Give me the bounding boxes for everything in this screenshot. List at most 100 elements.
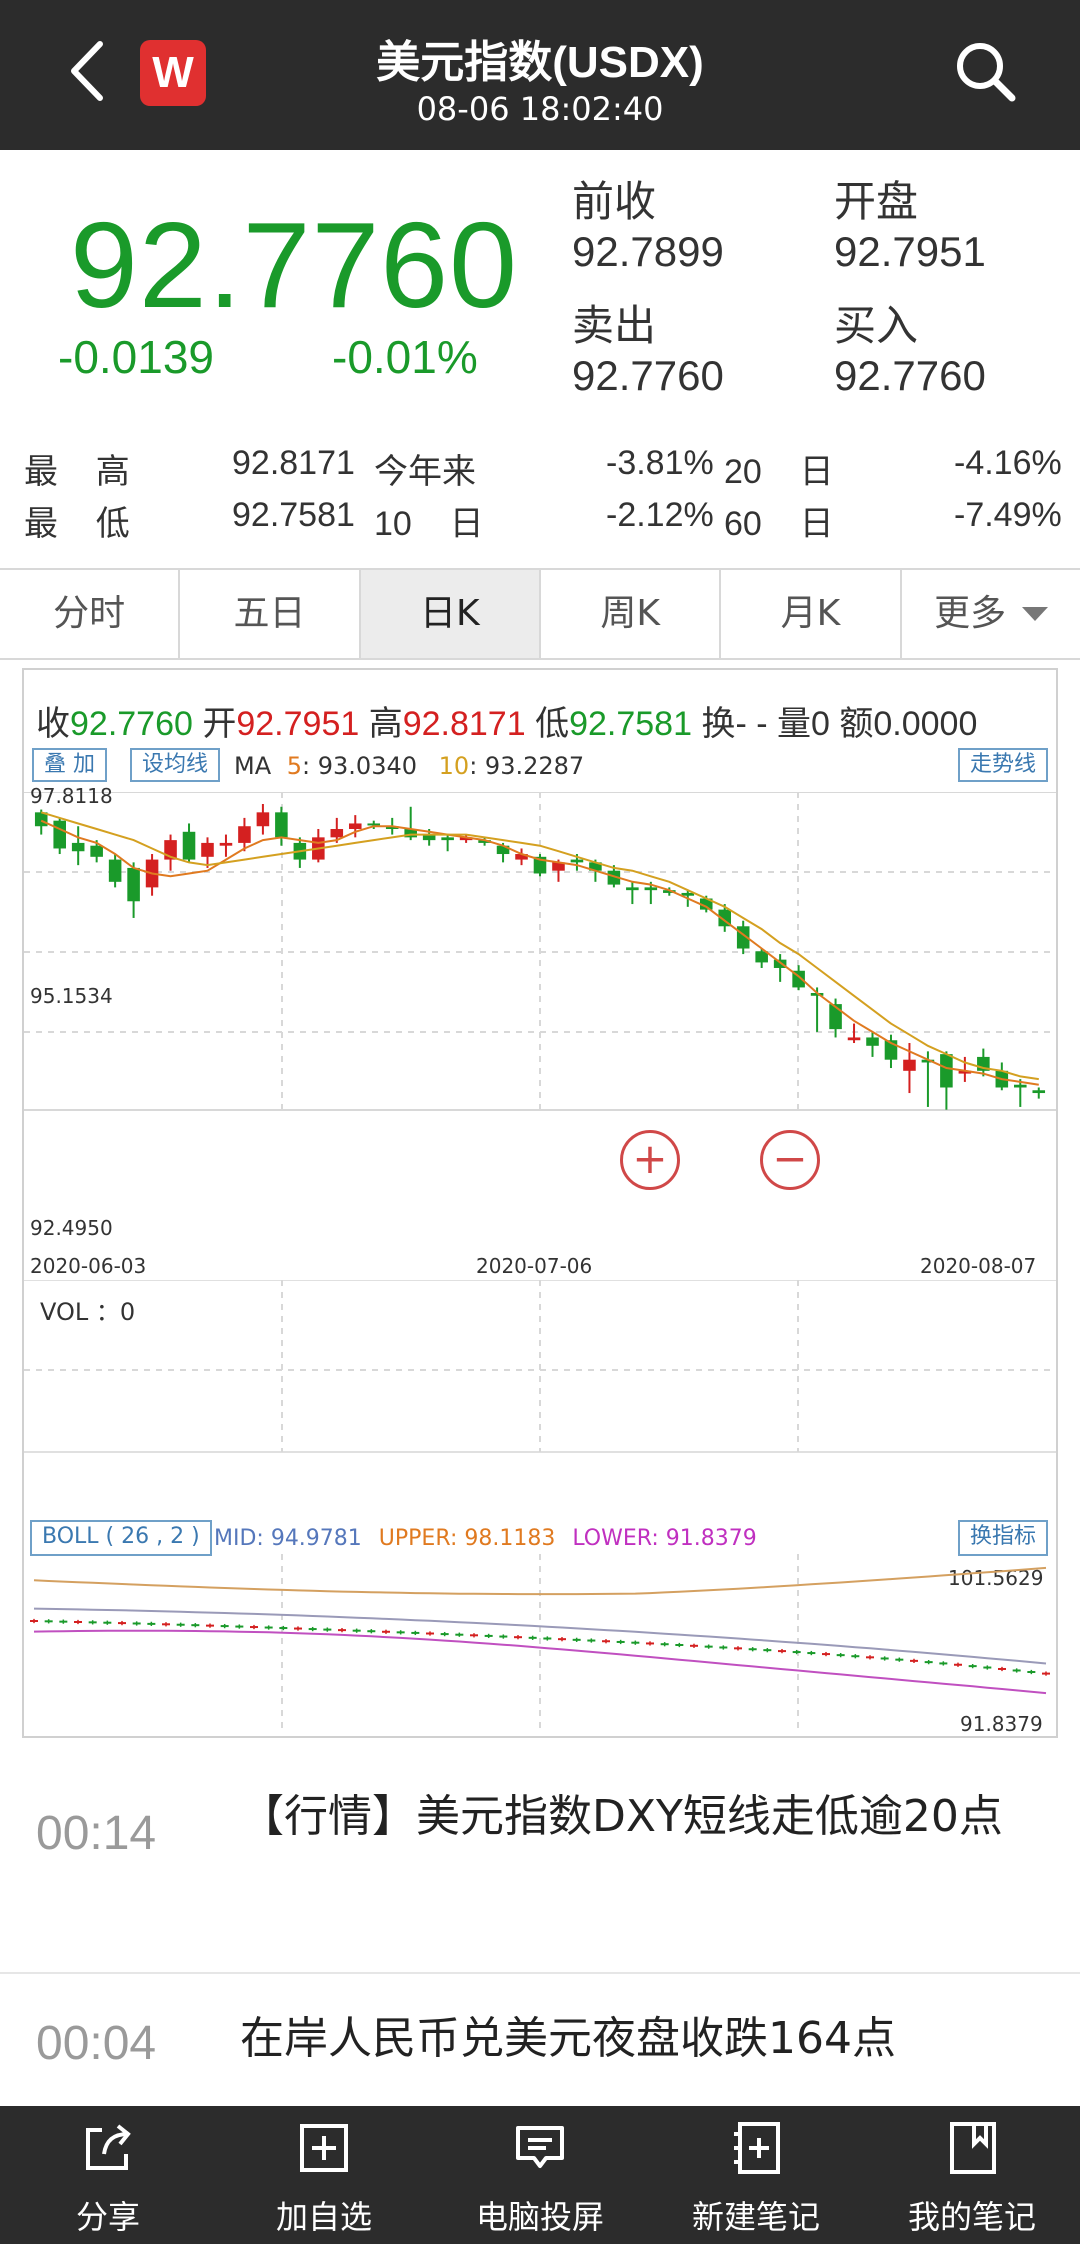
candle-body xyxy=(1032,1090,1046,1094)
candle-body xyxy=(755,951,768,963)
stats-row: 最 高 92.8171 今年来 -3.81% 20 日 -4.16% xyxy=(0,444,1080,494)
boll-chart xyxy=(30,1554,1050,1734)
d10-value: -2.12% xyxy=(606,496,714,534)
x-label-end: 2020-08-07 xyxy=(920,1254,1037,1278)
news-time: 00:14 xyxy=(36,1807,157,1860)
ask-value: 92.7760 xyxy=(572,352,724,400)
low-label: 最 低 xyxy=(24,505,130,543)
low-value: 92.7581 xyxy=(569,705,692,743)
prev-close-cell: 前收 92.7899 xyxy=(572,178,724,276)
d20-label: 20 日 xyxy=(724,453,834,491)
switch-indicator-button[interactable]: 换指标 xyxy=(958,1520,1049,1556)
zoom-in-button[interactable]: + xyxy=(620,1130,680,1190)
ma-label: MA xyxy=(234,752,272,780)
high-label: 最 高 xyxy=(24,453,130,491)
turnover-label: 换 xyxy=(701,705,736,743)
back-button[interactable] xyxy=(60,36,120,106)
kline-chart[interactable] xyxy=(24,792,1056,1122)
candle-body xyxy=(441,837,454,841)
tab-weekly-k[interactable]: 周K xyxy=(541,570,722,658)
candle-body xyxy=(552,862,565,871)
candle-body xyxy=(921,1059,935,1063)
x-label-start: 2020-06-03 xyxy=(30,1254,147,1278)
candle-body xyxy=(275,812,288,838)
ma10-line xyxy=(40,811,1039,1081)
tab-intraday[interactable]: 分时 xyxy=(0,570,181,658)
boll-lower-line xyxy=(33,1629,1047,1695)
candle-body xyxy=(201,842,214,857)
bottom-toolbar: 分享 加自选 电脑投屏 新建笔记 我的笔记 xyxy=(0,2106,1080,2244)
high-value: 92.8171 xyxy=(402,705,526,743)
candle-body xyxy=(330,829,344,838)
tab-more[interactable]: 更多 xyxy=(902,570,1080,658)
my-notes-button[interactable]: 我的笔记 xyxy=(864,2106,1080,2244)
app-logo: W xyxy=(140,40,206,106)
boll-button[interactable]: BOLL ( 26 , 2 ) xyxy=(30,1520,212,1556)
boll-mid: MID: 94.9781 xyxy=(214,1526,362,1551)
search-icon xyxy=(957,43,1016,102)
candle-body xyxy=(238,826,251,843)
candle-body xyxy=(681,892,695,896)
candle-body xyxy=(127,867,140,902)
amount-label: 额 xyxy=(839,705,874,743)
high-value: 92.8171 xyxy=(232,444,355,482)
tab-more-label: 更多 xyxy=(934,593,1007,634)
prev-close-value: 92.7899 xyxy=(572,228,724,276)
price-change: -0.0139 xyxy=(58,331,215,383)
add-watchlist-button[interactable]: 加自选 xyxy=(216,2106,432,2244)
bid-value: 92.7760 xyxy=(834,352,986,400)
stats-row: 最 低 92.7581 10 日 -2.12% 60 日 -7.49% xyxy=(0,496,1080,546)
boll-mid-line xyxy=(33,1607,1047,1665)
bid-cell: 买入 92.7760 xyxy=(834,303,986,400)
news-headline: 在岸人民币兑美元夜盘收跌164点 xyxy=(240,2013,896,2064)
add-watchlist-icon xyxy=(300,2124,348,2172)
zoom-out-button[interactable]: − xyxy=(760,1130,820,1190)
quote-time: 08-06 18:02:40 xyxy=(416,90,664,128)
search-button[interactable] xyxy=(950,36,1020,106)
ma-settings-button[interactable]: 设均线 xyxy=(130,748,221,782)
amount-value: 0.0000 xyxy=(873,705,978,743)
prev-close-label: 前收 xyxy=(572,178,657,225)
tab-daily-k[interactable]: 日K xyxy=(360,570,541,658)
candle-body xyxy=(348,823,362,830)
ma5-label: 5 xyxy=(286,752,303,780)
period-tabs: 分时 五日 日K 周K 月K 更多 xyxy=(0,568,1080,660)
open-cell: 开盘 92.7951 xyxy=(834,178,986,276)
overlay-button[interactable]: 叠 加 xyxy=(32,748,107,782)
tab-monthly-k[interactable]: 月K xyxy=(721,570,902,658)
y-label-bottom: 92.4950 xyxy=(30,1216,113,1240)
volume-label: 量 xyxy=(776,705,811,743)
close-value: 92.7760 xyxy=(70,705,193,743)
open-value: 92.7951 xyxy=(834,228,986,276)
candle-body xyxy=(663,890,676,893)
ohlc-readout: 收92.7760 开92.7951 高92.8171 低92.7581 换- -… xyxy=(36,696,977,745)
news-item[interactable]: 00:14 【行情】美元指数DXY短线走低逾20点 xyxy=(0,1752,1080,1974)
news-item[interactable]: 00:04 在岸人民币兑美元夜盘收跌164点 xyxy=(0,1976,1080,2106)
low-label: 低 xyxy=(535,705,570,743)
share-label: 分享 xyxy=(75,2198,140,2236)
chevron-left-icon xyxy=(71,41,103,101)
d60-value: -7.49% xyxy=(954,496,1062,534)
ma5-line xyxy=(40,819,1039,1086)
screen-cast-label: 电脑投屏 xyxy=(475,2198,604,2236)
new-note-label: 新建笔记 xyxy=(691,2198,820,2236)
tab-five-day[interactable]: 五日 xyxy=(180,570,361,658)
ma10-value: : 93.2287 xyxy=(469,752,585,780)
my-notes-label: 我的笔记 xyxy=(907,2198,1036,2236)
ma-legend: MA 5: 93.0340 10: 93.2287 xyxy=(234,752,584,780)
trendline-button[interactable]: 走势线 xyxy=(958,748,1049,782)
high-label: 高 xyxy=(368,705,403,743)
open-label: 开盘 xyxy=(834,178,919,225)
candle-body xyxy=(182,831,196,860)
candle-body xyxy=(570,859,584,863)
y-label-top: 97.8118 xyxy=(30,784,113,808)
candle-body xyxy=(496,845,510,855)
candle-body xyxy=(478,840,491,843)
screen-cast-button[interactable]: 电脑投屏 xyxy=(432,2106,648,2244)
candle-body xyxy=(644,887,658,891)
candle-body xyxy=(903,1059,916,1071)
candle-body xyxy=(515,854,528,860)
share-button[interactable]: 分享 xyxy=(0,2106,216,2244)
app-header: W 美元指数(USDX) 08-06 18:02:40 xyxy=(0,0,1080,150)
new-note-button[interactable]: 新建笔记 xyxy=(648,2106,864,2244)
